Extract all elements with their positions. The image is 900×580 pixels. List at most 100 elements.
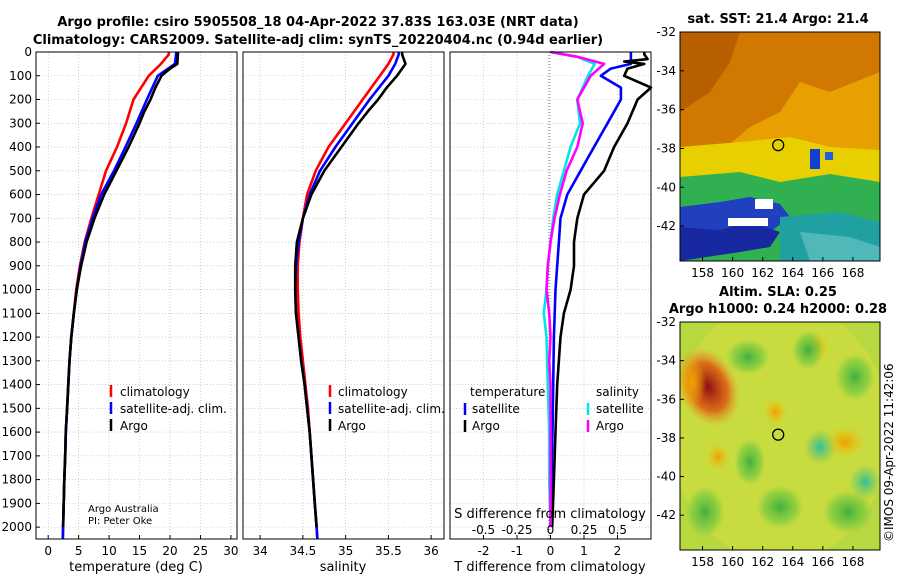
difference-legend-temperature: temperature satellite Argo (463, 385, 545, 433)
x-tick-label: 34.5 (290, 544, 317, 558)
y-tick-label: 1500 (1, 401, 32, 415)
x2-tick-label: -0.25 (501, 523, 532, 537)
y-tick-label: 1100 (1, 306, 32, 320)
legend-temperature-title: temperature (470, 385, 545, 399)
sla-orange-eddy (763, 398, 787, 426)
y-tick-label: 1400 (1, 378, 32, 392)
sla-cyan-eddy (804, 429, 836, 465)
map-y-tick-label: -32 (656, 315, 676, 329)
sla-orange-eddy (706, 443, 730, 471)
legend-climatology-label: climatology (120, 385, 190, 399)
sst-missing-data (755, 199, 773, 209)
series-line-argo (293, 52, 407, 528)
series-line-satellite-adj-clim- (61, 52, 178, 540)
sst-argo-location-marker (772, 138, 785, 152)
map-y-tick-label: -36 (656, 103, 676, 117)
y-tick-label: 900 (9, 259, 32, 273)
map-x-tick-label: 168 (841, 266, 864, 280)
sla-green-eddy (822, 490, 874, 534)
sla-map: Altim. SLA: 0.25 Argo h1000: 0.24 h2000:… (656, 285, 887, 569)
x-tick-label: 25 (193, 544, 208, 558)
legend-climatology-label: climatology (338, 385, 408, 399)
sla-argo-location-marker (772, 428, 785, 441)
sla-green-eddy (726, 339, 770, 375)
y-tick-label: 300 (9, 116, 32, 130)
y-tick-label: 1700 (1, 449, 32, 463)
map-x-tick-label: 168 (841, 555, 864, 569)
salinity-legend: climatology satellite-adj. clim. Argo (328, 385, 445, 433)
y-tick-label: 1300 (1, 354, 32, 368)
legend-salinity-title: salinity (596, 385, 639, 399)
sst-map-xticks: 158 160 162 164 166 168 (691, 257, 864, 280)
x-tick-label: 5 (75, 544, 83, 558)
temperature-xticks: 0 5 10 15 20 25 30 (44, 535, 239, 558)
x2-tick-label: 0 (547, 523, 555, 537)
sst-map-yticks: -32 -34 -36 -38 -40 -42 (656, 25, 684, 233)
temperature-legend: climatology satellite-adj. clim. Argo (109, 385, 227, 433)
x-tick-label: 36 (424, 544, 439, 558)
temperature-diff-xlabel: T difference from climatology (453, 560, 646, 575)
map-y-tick-label: -32 (656, 25, 676, 39)
sst-field (680, 32, 880, 261)
map-x-tick-label: 164 (781, 266, 804, 280)
difference-grid (450, 51, 651, 539)
x-tick-label: 0 (44, 544, 52, 558)
y-tick-label: 1800 (1, 473, 32, 487)
map-x-tick-label: 166 (811, 266, 834, 280)
sst-eddy-patch (825, 152, 833, 160)
x-tick-label: 20 (162, 544, 177, 558)
y-tick-label: 200 (9, 93, 32, 107)
salinity-xticks: 34 34.5 35 35.5 36 (252, 535, 439, 558)
y-tick-label: 1900 (1, 496, 32, 510)
temperature-lines (61, 52, 180, 540)
salinity-lines (293, 52, 407, 540)
map-x-tick-label: 164 (781, 555, 804, 569)
sla-map-yticks: -32 -34 -36 -38 -40 -42 (656, 315, 684, 522)
map-x-tick-label: 166 (811, 555, 834, 569)
map-x-tick-label: 160 (721, 266, 744, 280)
y-tick-label: 1600 (1, 425, 32, 439)
x-tick-label: 34 (252, 544, 267, 558)
sst-front (680, 137, 880, 182)
credit-line2: PI: Peter Oke (88, 516, 152, 527)
x2-tick-label: -0.5 (472, 523, 495, 537)
x-tick-label: 1 (580, 544, 588, 558)
y-tick-label: 0 (24, 45, 32, 59)
x-tick-label: 0 (547, 544, 555, 558)
sla-green-eddy (734, 438, 766, 486)
y-tick-label: 2000 (1, 520, 32, 534)
difference-legend-salinity: salinity satellite Argo (586, 385, 644, 433)
difference-xticks: -2 -1 0 1 2 (478, 535, 621, 558)
y-tick-label: 500 (9, 164, 32, 178)
salinity-axes-frame (242, 51, 445, 540)
y-tick-label: 700 (9, 211, 32, 225)
salinity-xlabel: salinity (320, 560, 367, 575)
legend-argo-label: Argo (120, 419, 148, 433)
y-tick-label: 100 (9, 69, 32, 83)
sla-map-title: Altim. SLA: 0.25 (719, 285, 837, 300)
map-y-tick-label: -40 (656, 180, 676, 194)
legend-t-argo-label: Argo (472, 419, 500, 433)
series-line-salinity-argo (545, 50, 606, 528)
temperature-xlabel: temperature (deg C) (69, 560, 203, 575)
sla-orange-eddy (680, 356, 706, 408)
figure-title-line2: Climatology: CARS2009. Satellite-adj cli… (33, 33, 603, 48)
credit-line1: Argo Australia (88, 504, 159, 515)
temperature-axes-frame (35, 51, 238, 540)
map-y-tick-label: -42 (656, 508, 676, 522)
series-line-temperature-argo (550, 52, 653, 528)
sst-missing-data (728, 218, 768, 226)
series-line-satellite-adj-clim- (293, 52, 401, 540)
sst-map-title: sat. SST: 21.4 Argo: 21.4 (687, 12, 868, 27)
x-tick-label: 30 (223, 544, 238, 558)
map-x-tick-label: 160 (721, 555, 744, 569)
sla-map-frame (679, 321, 881, 551)
map-y-tick-label: -42 (656, 219, 676, 233)
map-x-tick-label: 162 (751, 555, 774, 569)
sla-cyan-eddy (849, 464, 880, 500)
salinity-grid (243, 51, 444, 539)
salinity-panel: 34 34.5 35 35.5 36 salinity climatology sate… (242, 51, 445, 575)
map-y-tick-label: -36 (656, 392, 676, 406)
legend-satellite-label: satellite-adj. clim. (120, 402, 227, 416)
legend-s-satellite-label: satellite (596, 402, 644, 416)
